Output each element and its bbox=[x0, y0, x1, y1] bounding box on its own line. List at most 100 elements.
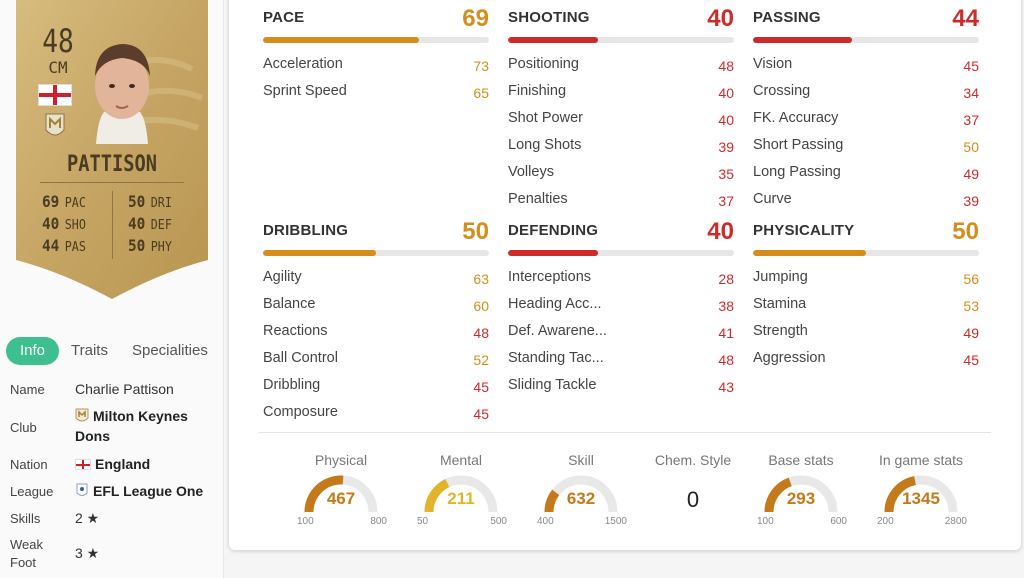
info-value-league[interactable]: EFL League One bbox=[75, 483, 203, 499]
attribute-list: Jumping 56 Stamina 53 Strength 49 Aggression 45 bbox=[753, 262, 979, 370]
info-label-club: Club bbox=[10, 420, 37, 435]
attribute-row: FK. Accuracy 37 bbox=[753, 103, 979, 130]
category-header: PHYSICALITY 50 bbox=[753, 213, 979, 245]
attribute-list: Interceptions 28 Heading Acc... 38 Def. Awar… bbox=[508, 262, 734, 397]
info-value-club[interactable]: Milton Keynes bbox=[75, 408, 188, 424]
category-title: PACE bbox=[263, 9, 305, 26]
card-divider bbox=[112, 191, 113, 259]
info-value-club-line2[interactable]: Dons bbox=[75, 428, 110, 444]
card-stat-sho: 40 SHO bbox=[42, 214, 86, 233]
attribute-value: 45 bbox=[473, 406, 489, 422]
category-value: 40 bbox=[707, 218, 734, 245]
info-tabs: Info Traits Specialities bbox=[6, 337, 220, 365]
attribute-name: Composure bbox=[263, 404, 338, 420]
attribute-name: Standing Tac... bbox=[508, 350, 604, 366]
gauge-min: 100 bbox=[757, 516, 774, 527]
attribute-value: 37 bbox=[963, 112, 979, 128]
attribute-name: FK. Accuracy bbox=[753, 110, 839, 126]
info-value-name: Charlie Pattison bbox=[75, 381, 174, 397]
attribute-name: Strength bbox=[753, 323, 808, 339]
gauge-arc bbox=[424, 475, 498, 513]
attribute-row: Finishing 40 bbox=[508, 76, 734, 103]
category-bar bbox=[263, 250, 489, 256]
player-card: 48 CM PATTISON 69 PAC 40 SHO 44 PAS 50 DRI 4… bbox=[12, 0, 212, 299]
attribute-name: Penalties bbox=[508, 191, 568, 207]
info-value-skills: 2 ★ bbox=[75, 510, 100, 526]
tab-info[interactable]: Info bbox=[6, 337, 60, 365]
info-value-nation[interactable]: England bbox=[75, 456, 150, 472]
attribute-row: Composure 45 bbox=[263, 397, 489, 424]
attribute-row: Volleys 35 bbox=[508, 157, 734, 184]
category-bar-fill bbox=[263, 37, 419, 43]
attribute-row: Def. Awarene... 41 bbox=[508, 316, 734, 343]
attribute-value: 48 bbox=[718, 352, 734, 368]
attribute-row: Vision 45 bbox=[753, 49, 979, 76]
card-stat-pac: 69 PAC bbox=[42, 192, 86, 211]
category-value: 69 bbox=[462, 5, 489, 32]
england-flag-icon bbox=[38, 84, 72, 106]
attribute-value: 48 bbox=[473, 325, 489, 341]
attribute-value: 53 bbox=[963, 298, 979, 314]
gauge-fill bbox=[544, 489, 560, 513]
attribute-value: 40 bbox=[718, 112, 734, 128]
attribute-name: Agility bbox=[263, 269, 302, 285]
category-title: DEFENDING bbox=[508, 222, 599, 239]
card-position: CM bbox=[48, 58, 68, 77]
attribute-value: 50 bbox=[963, 139, 979, 155]
attribute-name: Curve bbox=[753, 191, 792, 207]
league-badge-icon bbox=[76, 483, 88, 496]
category-bar bbox=[508, 250, 734, 256]
attribute-row: Sliding Tackle 43 bbox=[508, 370, 734, 397]
info-label-skills: Skills bbox=[10, 511, 41, 526]
attribute-name: Crossing bbox=[753, 83, 811, 99]
attribute-name: Positioning bbox=[508, 56, 579, 72]
attribute-row: Heading Acc... 38 bbox=[508, 289, 734, 316]
gauge-mental: Mental 211 50 500 bbox=[411, 440, 511, 530]
gauge-value: 467 bbox=[326, 489, 356, 508]
attribute-name: Sliding Tackle bbox=[508, 377, 597, 393]
gauge-fill bbox=[884, 476, 917, 513]
attribute-row: Strength 49 bbox=[753, 316, 979, 343]
gauge-max: 800 bbox=[370, 516, 387, 527]
chem-style-label: Chem. Style bbox=[654, 452, 732, 468]
card-rating: 48 bbox=[42, 22, 74, 60]
category-value: 50 bbox=[462, 218, 489, 245]
gauge-value: 632 bbox=[566, 489, 596, 508]
club-badge-icon bbox=[75, 408, 89, 422]
attribute-name: Def. Awarene... bbox=[508, 323, 607, 339]
category-header: DRIBBLING 50 bbox=[263, 213, 489, 245]
attribute-name: Stamina bbox=[753, 296, 807, 312]
attribute-name: Heading Acc... bbox=[508, 296, 602, 312]
player-sidebar: 48 CM PATTISON 69 PAC 40 SHO 44 PAS 50 DRI 4… bbox=[0, 0, 224, 578]
attribute-row: Reactions 48 bbox=[263, 316, 489, 343]
category-title: SHOOTING bbox=[508, 9, 590, 26]
attribute-value: 45 bbox=[963, 352, 979, 368]
category-bar-fill bbox=[508, 37, 599, 43]
tab-specialities[interactable]: Specialities bbox=[131, 342, 208, 359]
info-label-name: Name bbox=[10, 382, 45, 397]
info-label-league: League bbox=[10, 484, 54, 499]
gauge-value: 293 bbox=[786, 489, 816, 508]
attribute-row: Balance 60 bbox=[263, 289, 489, 316]
gauge-label: Base stats bbox=[768, 452, 834, 468]
gauge-skill: Skill 632 400 1500 bbox=[531, 440, 631, 530]
attribute-value: 73 bbox=[473, 58, 489, 74]
attribute-value: 65 bbox=[473, 85, 489, 101]
category-title: PASSING bbox=[753, 9, 821, 26]
attribute-value: 38 bbox=[718, 298, 734, 314]
tab-traits[interactable]: Traits bbox=[71, 342, 108, 359]
gauge-max: 600 bbox=[830, 516, 847, 527]
gauge-arc bbox=[884, 475, 958, 513]
attribute-row: Shot Power 40 bbox=[508, 103, 734, 130]
attribute-value: 52 bbox=[473, 352, 489, 368]
attribute-name: Finishing bbox=[508, 83, 567, 99]
gauge-arc bbox=[544, 475, 618, 513]
stats-panel: PACE 69 Acceleration 73 Sprint Speed 65 SHOOTI… bbox=[229, 0, 1021, 550]
category-bar-fill bbox=[263, 250, 376, 256]
category-bar bbox=[753, 250, 979, 256]
attribute-row: Dribbling 45 bbox=[263, 370, 489, 397]
attribute-value: 49 bbox=[963, 166, 979, 182]
category-title: PHYSICALITY bbox=[753, 222, 855, 239]
gauge-label: Mental bbox=[439, 452, 483, 468]
gauge-physical: Physical 467 100 800 bbox=[291, 440, 391, 530]
